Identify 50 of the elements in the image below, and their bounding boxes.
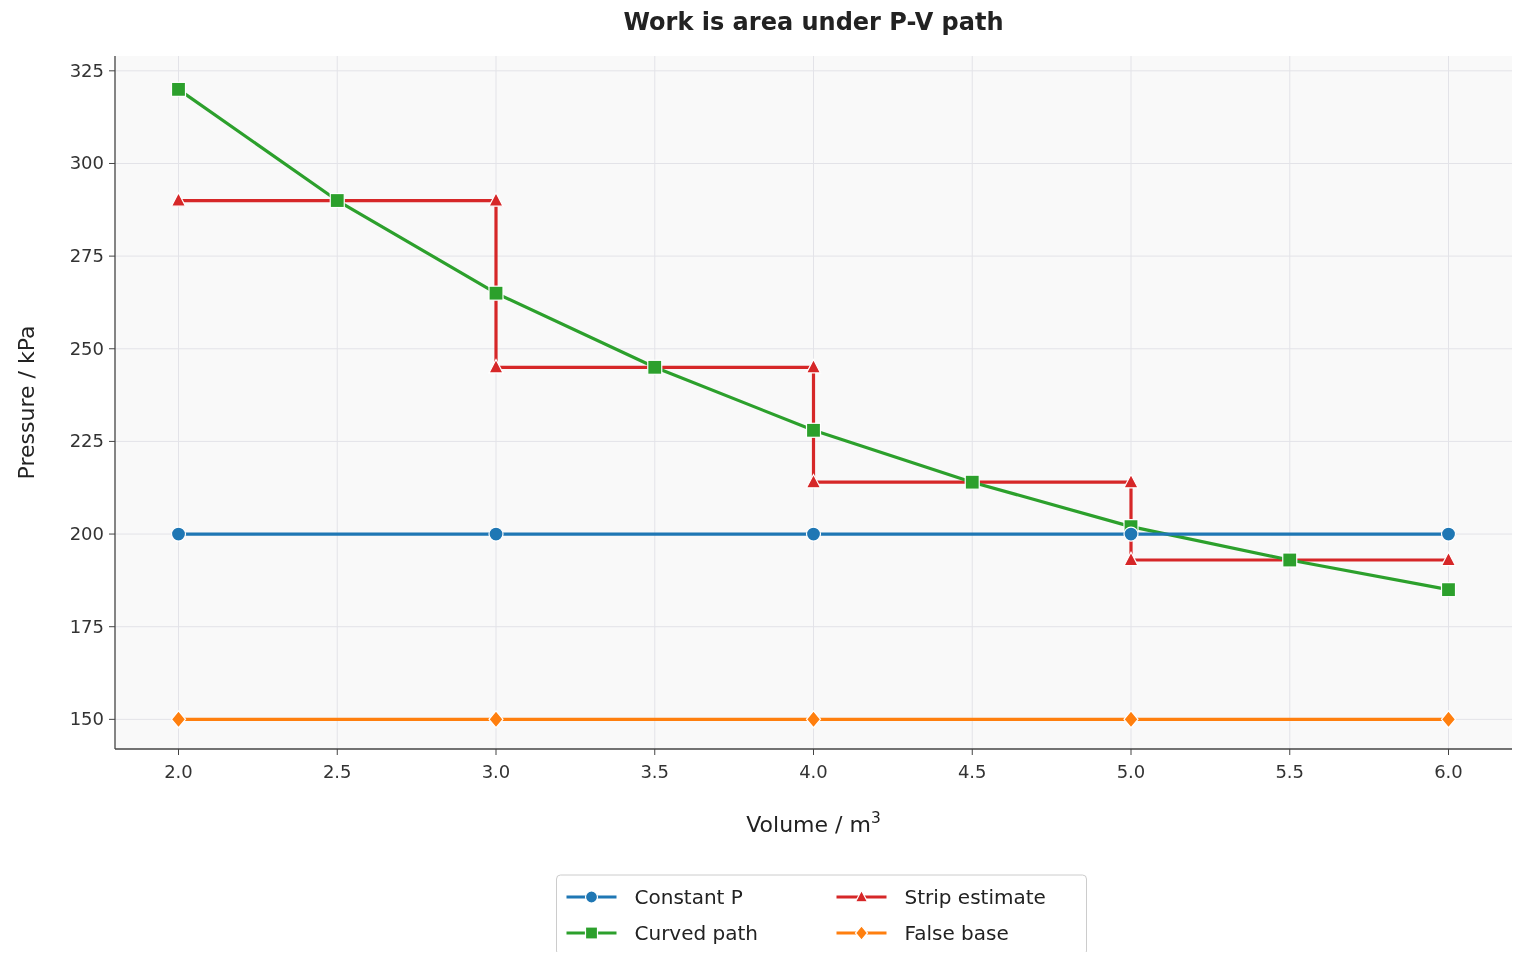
point [488, 285, 504, 301]
y-tick-label: 325 [69, 59, 104, 81]
x-axis-title: Volume / m$^{3}$ [746, 809, 881, 837]
point [1123, 551, 1139, 567]
point [1282, 552, 1298, 568]
point [1123, 473, 1139, 489]
legend-label: Strip estimate [904, 885, 1046, 909]
point [1123, 526, 1139, 542]
point [1440, 551, 1457, 567]
point [1440, 582, 1457, 598]
chart-title: Work is area under P-V path [623, 8, 1004, 36]
y-tick-label: 250 [69, 337, 104, 359]
point [805, 526, 822, 542]
point [1440, 526, 1457, 542]
x-tick-label: 6.0 [1434, 761, 1463, 782]
x-tick-label: 3.0 [481, 761, 511, 782]
point [329, 192, 345, 209]
legend-label: Constant P [634, 885, 743, 909]
point [488, 192, 504, 207]
point [488, 526, 504, 542]
legend-label: False base [904, 921, 1009, 945]
legend-label: Curved path [634, 921, 759, 945]
y-tick-label: 225 [69, 430, 104, 452]
point [647, 359, 663, 375]
point [805, 422, 822, 438]
point [805, 358, 822, 374]
point [170, 710, 187, 729]
point [170, 192, 187, 207]
x-tick-label: 2.0 [164, 761, 193, 782]
y-tick-label: 175 [69, 615, 104, 637]
point [1123, 710, 1139, 729]
y-tick-label: 275 [69, 245, 104, 267]
point [1440, 710, 1457, 729]
x-tick-label: 4.5 [957, 761, 987, 782]
y-tick-label: 300 [69, 152, 104, 174]
y-axis-title: Pressure / kPa [14, 325, 39, 480]
x-tick-label: 5.0 [1116, 761, 1146, 782]
point [488, 710, 504, 729]
point [964, 474, 980, 490]
y-tick-label: 200 [69, 523, 104, 545]
x-tick-label: 4.0 [799, 761, 828, 782]
x-tick-label: 2.5 [322, 761, 352, 782]
point [170, 526, 187, 542]
point [488, 358, 504, 374]
x-tick-label: 3.5 [640, 761, 670, 782]
y-tick-label: 150 [69, 708, 104, 730]
point [805, 710, 822, 729]
x-tick-label: 5.5 [1275, 761, 1305, 782]
point [805, 473, 822, 489]
point [170, 81, 187, 97]
